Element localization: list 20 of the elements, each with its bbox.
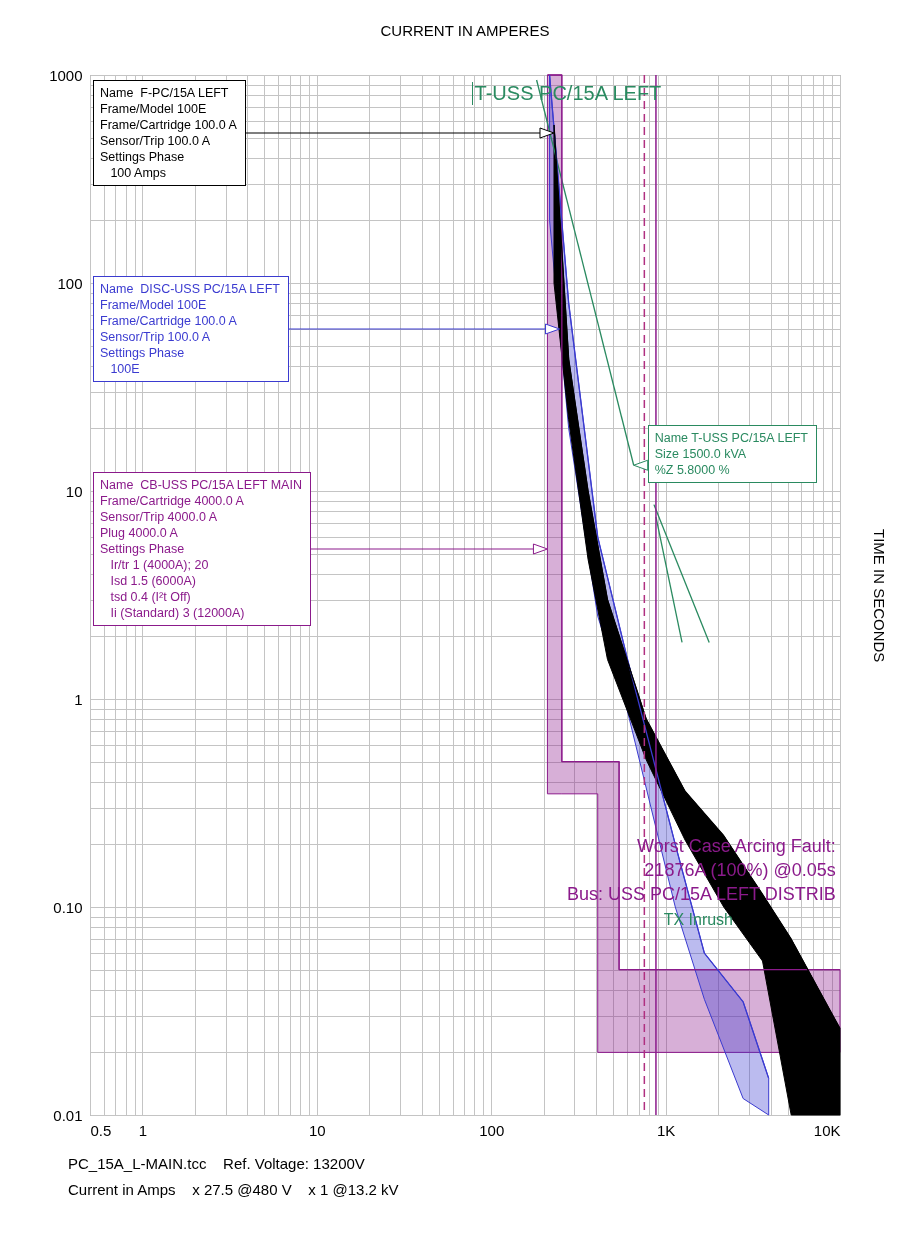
callout-box: Name T-USS PC/15A LEFT Size 1500.0 kVA %Z 5.8000 % xyxy=(647,424,817,483)
x-axis-title: CURRENT IN AMPERES xyxy=(380,22,550,39)
text: PC_15A_L-MAIN.tcc Ref. Voltage: 13200V xyxy=(68,1155,365,1172)
x-tick-label: 10K xyxy=(813,1121,841,1139)
callout-box: Name F-PC/15A LEFT Frame/Model 100E Frame/Cartridge 100.0 A Sensor/Trip 100.0 A Settings Phase 100 Amps xyxy=(93,80,246,186)
x-tick-label: 100 xyxy=(479,1121,505,1139)
callout-box: Name DISC-USS PC/15A LEFT Frame/Model 100E Frame/Cartridge 100.0 A Sensor/Trip 100.0 A Settings Phase 100E xyxy=(93,276,289,382)
callout-box: Name CB-USS PC/15A LEFT MAIN Frame/Cartridge 4000.0 A Sensor/Trip 4000.0 A Plug 4000.0 A Settings Phase Ir/tr 1 (4000A); 20 Isd 1.5 (6000A) tsd 0.4 (I²t Off) Ii (Standard) 3 (12000A) xyxy=(93,472,311,626)
x-tick-label: 0.5 xyxy=(90,1121,112,1139)
x-tick-label: 1K xyxy=(656,1121,676,1139)
y-tick-label: 1 xyxy=(74,690,83,708)
y-axis-title: TIME IN SECONDS xyxy=(871,528,888,662)
y-tick-label: 10 xyxy=(65,482,83,500)
y-tick-label: 1000 xyxy=(49,66,83,84)
x-tick-label: 1 xyxy=(138,1121,148,1139)
y-tick-label: 0.01 xyxy=(53,1106,83,1124)
y-tick-label: 100 xyxy=(57,274,83,292)
y-tick-label: 0.10 xyxy=(53,898,83,916)
text: Current in Amps x 27.5 @480 V x 1 @13.2 kV xyxy=(68,1181,399,1198)
x-tick-label: 10 xyxy=(309,1121,326,1139)
